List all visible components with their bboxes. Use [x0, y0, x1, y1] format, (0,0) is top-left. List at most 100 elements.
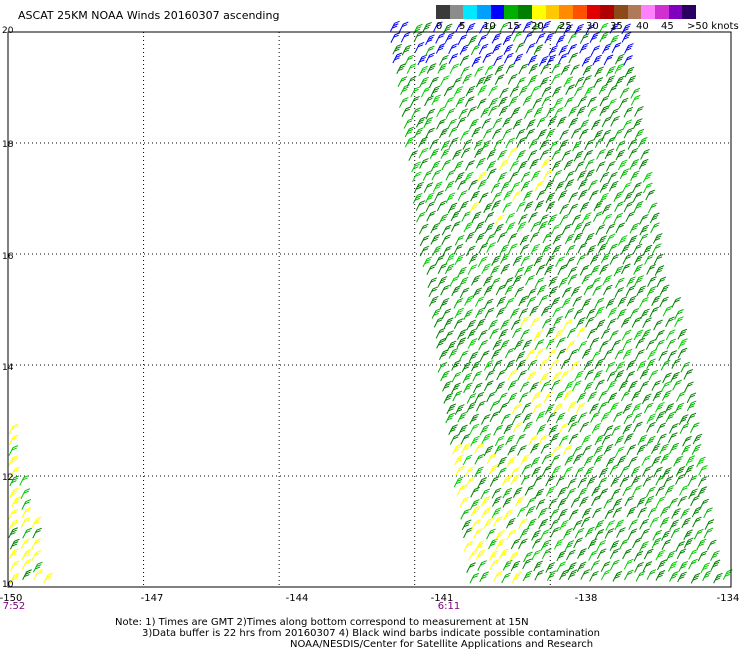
wind-barb [502, 116, 512, 128]
wind-barb [609, 464, 620, 475]
wind-barb [625, 211, 636, 223]
wind-barb [454, 254, 465, 265]
wind-barb [434, 255, 445, 266]
wind-barb [568, 203, 579, 215]
wind-barb [549, 432, 560, 444]
wind-barb [679, 423, 690, 434]
wind-barb [674, 402, 685, 414]
wind-barb [541, 317, 552, 329]
wind-barb [545, 201, 556, 212]
wind-barb [546, 570, 557, 581]
wind-barb [597, 242, 608, 254]
wind-barb [582, 75, 592, 86]
wind-barb [558, 53, 568, 64]
wind-barb [505, 63, 516, 74]
wind-barb [509, 160, 520, 172]
wind-barb [426, 63, 437, 74]
wind-barb [611, 425, 621, 437]
wind-barb [636, 285, 646, 297]
wind-barb [628, 456, 638, 468]
wind-barb [539, 358, 549, 370]
wind-barb [517, 369, 527, 381]
wind-barb [631, 403, 642, 414]
wind-barb [436, 200, 447, 212]
wind-barb [601, 43, 612, 54]
wind-barb [471, 360, 481, 372]
wind-barb [539, 529, 550, 540]
wind-barb [498, 105, 509, 117]
wind-barb [31, 538, 42, 550]
wind-barb [485, 233, 496, 245]
wind-barb [503, 52, 514, 64]
wind-barb [691, 444, 702, 455]
wind-barb [566, 562, 577, 573]
wind-barb [598, 83, 609, 95]
wind-barb [657, 433, 667, 445]
wind-barb [559, 203, 569, 215]
wind-barb [702, 570, 712, 581]
wind-barb [516, 137, 527, 148]
wind-barb [579, 33, 590, 44]
wind-barb [446, 340, 457, 352]
wind-barb [594, 306, 605, 318]
wind-barb [8, 519, 19, 531]
wind-barb [608, 180, 619, 192]
wind-barb [537, 507, 548, 519]
wind-barb [512, 487, 523, 498]
wind-barb [473, 139, 484, 150]
wind-barb [502, 34, 513, 46]
wind-barb [698, 465, 708, 476]
wind-barb [460, 66, 470, 77]
wind-barb [614, 287, 625, 298]
wind-barb [437, 362, 448, 373]
wind-barb [452, 390, 463, 402]
wind-barb [670, 371, 680, 383]
wind-barb [613, 191, 624, 202]
wind-barb [579, 42, 589, 54]
wind-barb [667, 561, 678, 572]
wind-barb [532, 403, 542, 414]
wind-barb [456, 116, 467, 128]
wind-barb [8, 509, 18, 520]
wind-barb [448, 424, 458, 435]
wind-barb [455, 21, 465, 33]
wind-barb [621, 31, 632, 43]
wind-barb [645, 486, 656, 498]
wind-barb [614, 446, 625, 458]
pass-time-label: 6:11 [437, 601, 461, 612]
legend-label: 15 [507, 21, 520, 32]
wind-barb [683, 537, 694, 549]
wind-barb [488, 85, 498, 97]
wind-barb [480, 414, 491, 425]
wind-barb [594, 434, 605, 446]
wind-barb [483, 298, 494, 310]
wind-barb [512, 327, 522, 339]
wind-barb [484, 359, 494, 371]
wind-barb [570, 496, 581, 508]
wind-barb [603, 425, 614, 436]
wind-barb [579, 421, 590, 433]
wind-barb [613, 128, 624, 140]
wind-barb [427, 277, 438, 289]
wind-barb [589, 403, 599, 414]
wind-barb [514, 339, 524, 351]
wind-barb [605, 298, 616, 309]
wind-barb [518, 538, 528, 550]
wind-barb [472, 287, 483, 299]
wind-barb [484, 222, 495, 234]
wind-barb [534, 277, 545, 289]
wind-barb [496, 369, 506, 381]
wind-barb [428, 295, 439, 307]
wind-barb [423, 182, 434, 193]
wind-barb [561, 150, 572, 161]
lon-label-147: -147 [140, 593, 164, 604]
wind-barb [691, 506, 702, 518]
wind-barb [523, 31, 534, 43]
wind-barb [390, 32, 401, 43]
wind-barb [469, 413, 479, 425]
wind-barb [601, 434, 612, 445]
wind-barb [495, 529, 505, 541]
wind-barb [512, 31, 523, 42]
wind-barb [458, 276, 469, 288]
wind-barb [553, 538, 564, 550]
